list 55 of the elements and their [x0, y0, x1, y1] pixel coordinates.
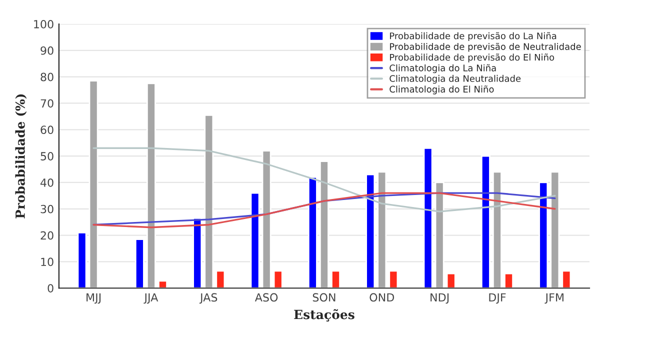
bar — [158, 280, 168, 288]
y-tick-label: 50 — [40, 152, 54, 160]
bar — [262, 150, 272, 288]
y-tick-label: 60 — [40, 126, 54, 134]
bar — [538, 182, 548, 288]
x-tick-label: JJA — [144, 293, 158, 304]
bar — [388, 270, 398, 288]
y-tick-label: 0 — [48, 284, 54, 292]
bar — [492, 171, 502, 288]
bar — [250, 192, 260, 288]
bar — [308, 176, 318, 288]
x-tick-label: JFM — [544, 293, 564, 304]
y-tick-label: 10 — [41, 258, 54, 266]
x-axis-title: Estações — [294, 309, 354, 322]
y-tick-label: 40 — [40, 178, 54, 187]
y-axis-title: Probabilidade (%) — [15, 94, 27, 218]
bar — [423, 147, 433, 288]
legend-label: Probabilidade de previsão do El Niño — [390, 54, 554, 62]
y-tick-label: 80 — [40, 72, 54, 82]
bar — [88, 80, 98, 288]
x-tick-label: SON — [312, 293, 336, 302]
x-tick-label: OND — [370, 293, 394, 302]
bar — [331, 270, 340, 288]
bar — [216, 270, 226, 288]
x-tick-label: ASO — [254, 293, 278, 302]
bar — [504, 272, 514, 288]
legend-label: Probabilidade de previsão do La Niña — [390, 32, 556, 42]
line-series — [92, 147, 556, 212]
legend-label: Climatologia da Neutralidade — [390, 74, 521, 84]
bar — [146, 82, 156, 288]
bar — [550, 171, 560, 288]
bar — [377, 171, 387, 288]
x-tick-label: DJF — [489, 293, 506, 304]
x-tick-label: JAS — [199, 293, 218, 304]
legend-label: Climatologia do El Niño — [390, 85, 494, 94]
bar — [480, 155, 490, 288]
bar — [77, 232, 87, 288]
bar — [562, 270, 572, 288]
legend-label: Probabilidade de previsão de Neutralidade — [390, 42, 581, 52]
y-tick-label: 30 — [40, 204, 54, 214]
bar — [204, 114, 214, 288]
x-tick-label: MJJ — [86, 293, 101, 304]
legend-label: Climatologia do La Niña — [390, 64, 496, 74]
y-tick-label: 70 — [40, 99, 54, 108]
x-tick-label: NDJ — [430, 293, 449, 304]
bar — [192, 217, 202, 288]
y-tick-label: 100 — [34, 20, 54, 28]
bar — [273, 270, 283, 288]
bar — [366, 174, 376, 288]
bar — [434, 182, 444, 288]
y-tick-label: 90 — [40, 46, 54, 55]
y-tick-label: 20 — [40, 231, 54, 240]
bar — [319, 160, 329, 288]
bar — [134, 238, 144, 288]
bar — [446, 272, 456, 288]
